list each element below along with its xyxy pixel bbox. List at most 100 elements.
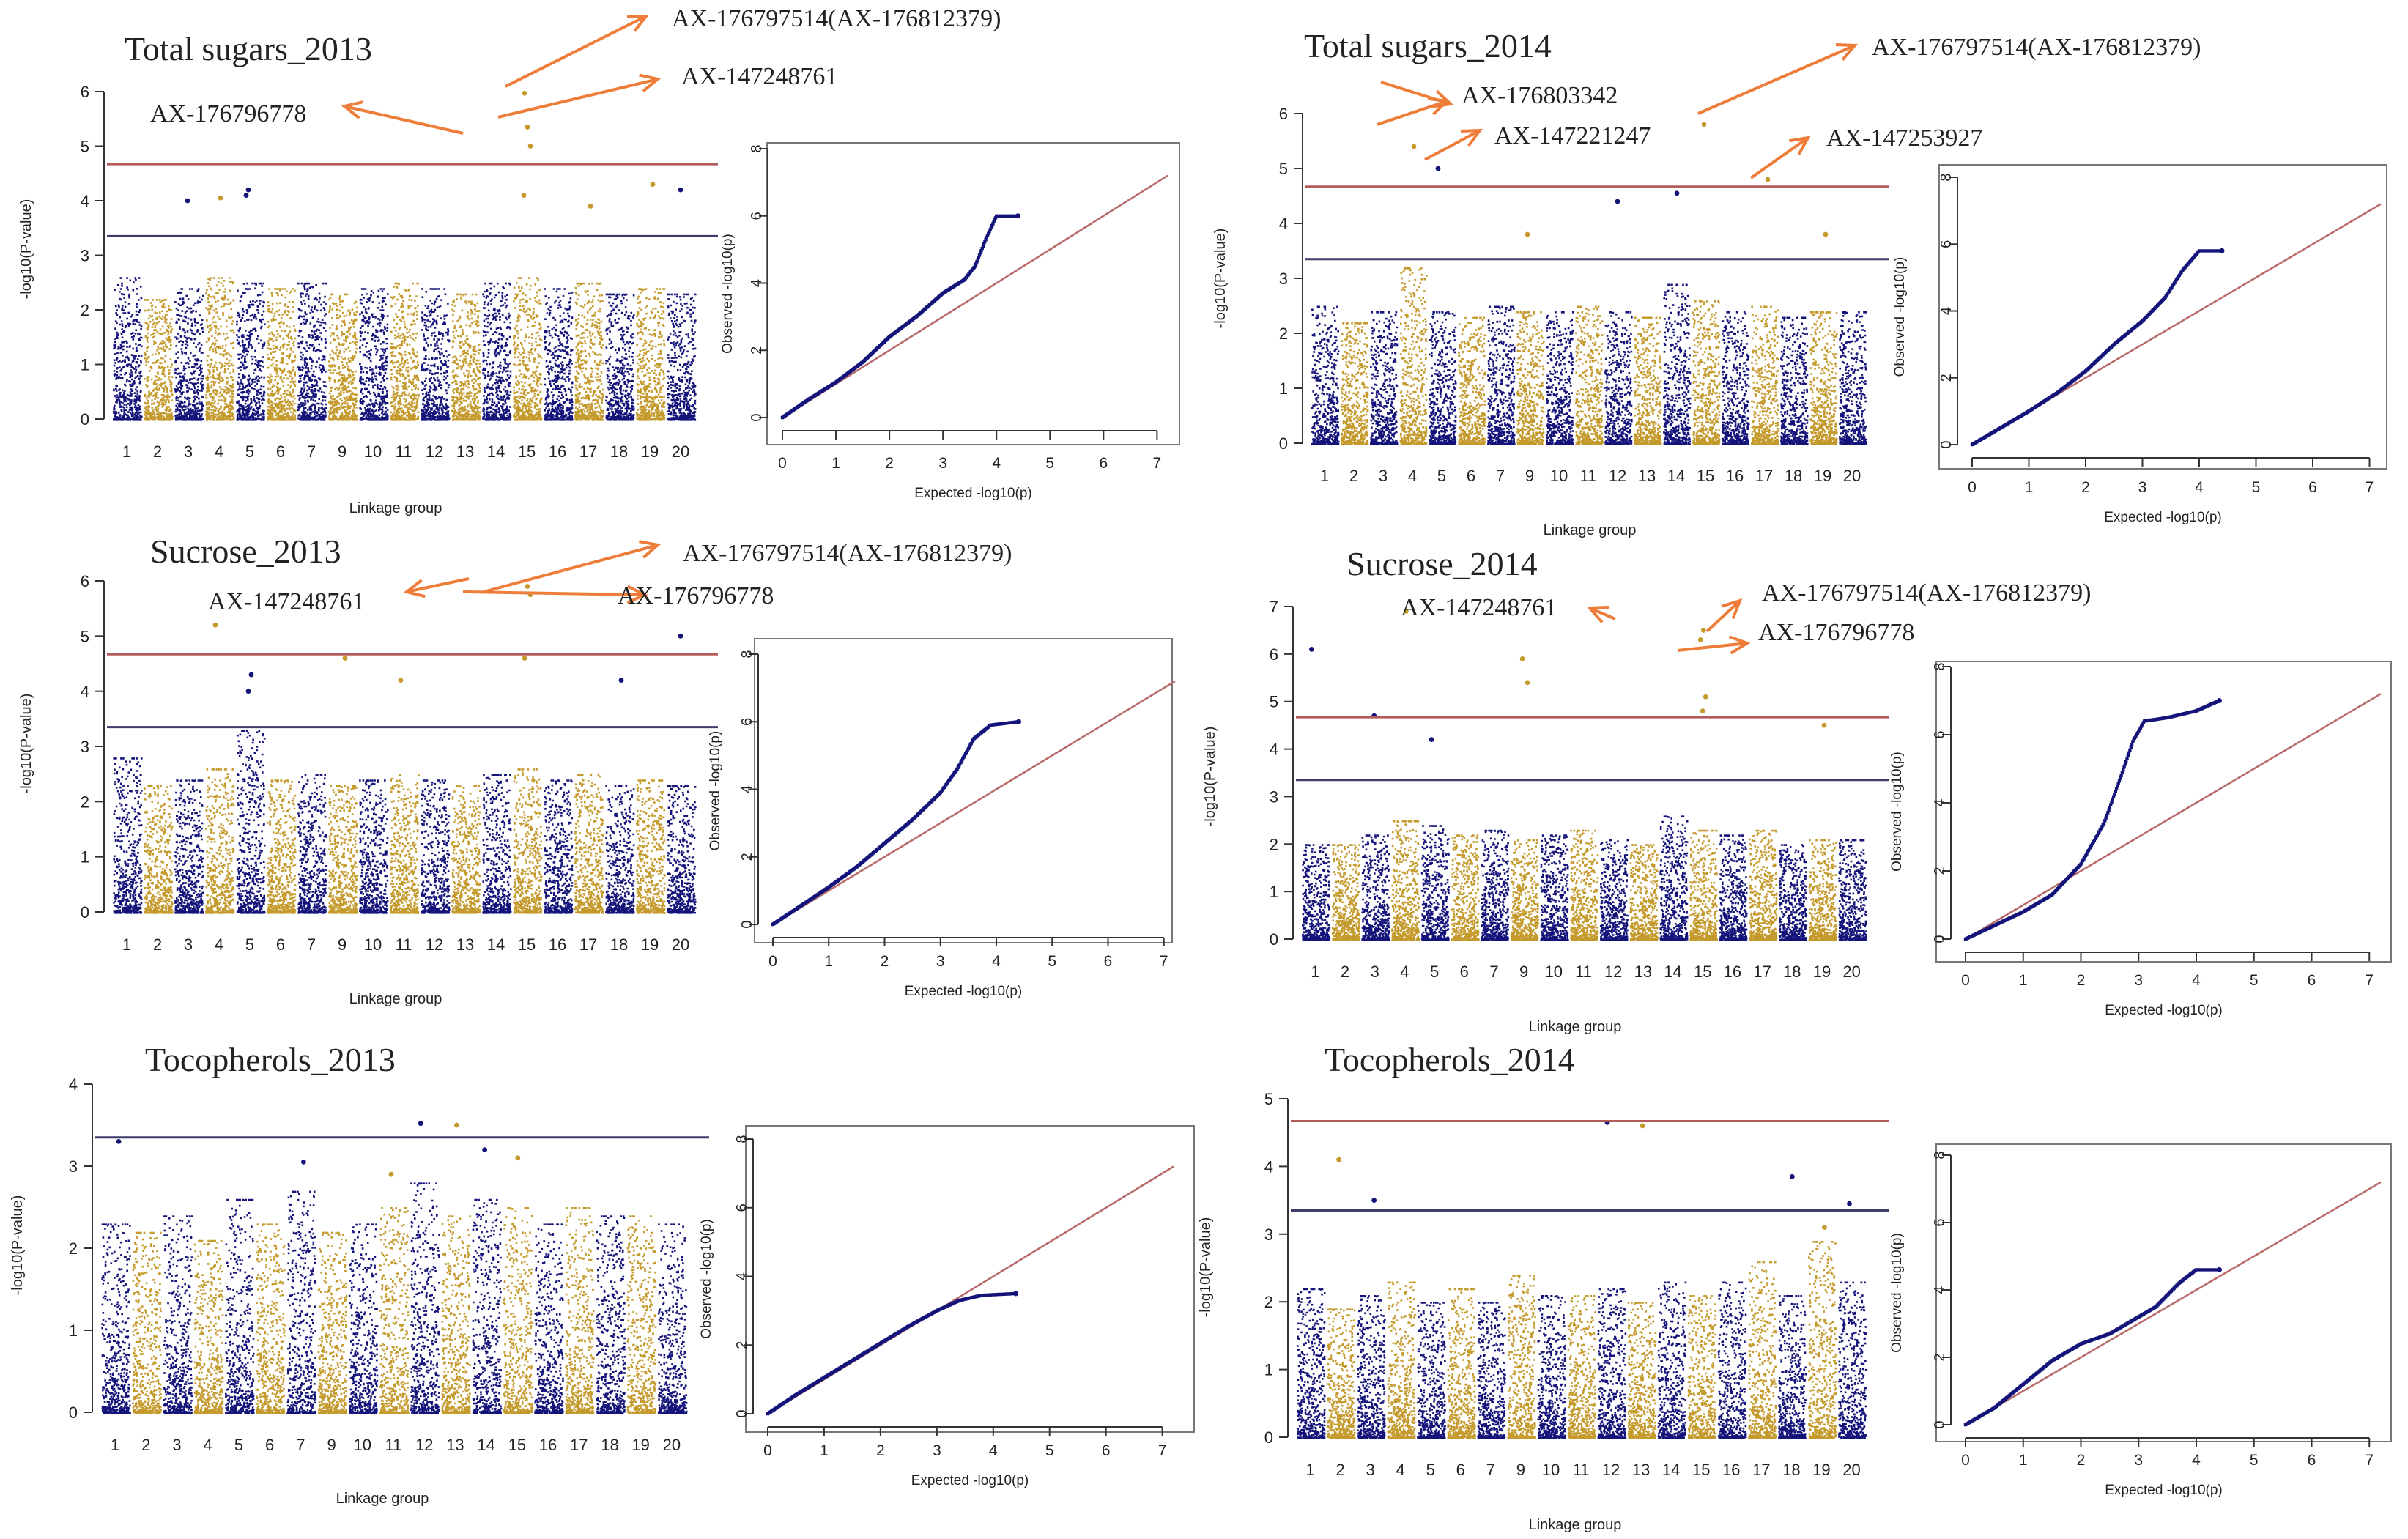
linkage-group-1-points [113,277,143,421]
snp-annotation: AX-147248761 [1401,594,1557,621]
qq-x-tick-label: 4 [992,953,1001,970]
manhattan-plot [84,1083,709,1413]
y-tick-label: 4 [1270,741,1278,759]
x-tick-label: 14 [1664,963,1681,981]
linkage-group-16-points [1717,1281,1747,1439]
linkage-group-1-points [101,1223,131,1414]
significant-snp-point [1847,1201,1852,1206]
qq-plot-frame [745,1125,1195,1433]
linkage-group-6-dots [1451,834,1480,941]
x-tick-label: 4 [215,935,223,954]
y-tick-label: 2 [81,301,89,319]
x-tick-label: 6 [1460,963,1469,981]
linkage-group-2-dots [1341,322,1369,445]
x-tick-label: 16 [1722,1461,1740,1479]
significant-snp-point [522,90,527,96]
linkage-group-12-dots [1599,839,1629,941]
qq-y-tick-label: 6 [739,718,755,726]
annotation-arrow [497,73,662,119]
linkage-group-4-dots [193,1239,224,1414]
x-tick-label: 1 [122,935,131,954]
x-tick-label: 12 [426,442,443,461]
x-tick-label: 2 [1335,1461,1344,1479]
qq-x-tick-label: 1 [820,1442,829,1459]
x-axis-label: Linkage group [349,991,442,1007]
x-tick-label: 6 [276,935,285,954]
significant-snp-point [342,656,348,661]
significant-snp-point [521,193,527,198]
x-tick-label: 16 [1724,963,1741,981]
qq-y-axis-label: Observed -log10(p) [1889,752,1905,872]
significant-snp-point [525,584,530,589]
x-tick-label: 16 [549,442,566,461]
x-tick-label: 15 [518,935,536,954]
linkage-group-15-points [1692,300,1721,445]
qq-expected-line [772,680,1176,926]
snp-annotation: AX-147248761 [208,588,364,615]
linkage-group-17-dots [1748,1261,1777,1439]
x-tick-label: 20 [1842,963,1860,981]
x-tick-label: 7 [307,935,316,954]
qq-x-tick-label: 0 [1961,972,1970,989]
linkage-group-9-dots [1510,839,1539,941]
linkage-group-10-dots [1540,834,1569,941]
x-tick-label: 9 [327,1436,336,1454]
qq-x-tick-label: 5 [1048,953,1056,970]
linkage-group-15-points [513,277,543,421]
linkage-group-3-points [163,1215,193,1414]
linkage-group-4-points [1387,1281,1416,1439]
linkage-group-6-points [1447,1288,1476,1439]
linkage-group-19-dots [1808,839,1837,941]
snp-annotation: AX-176797514(AX-176812379) [1762,579,2092,607]
qq-x-tick-label: 6 [2308,479,2317,496]
linkage-group-19-points [636,779,666,914]
qq-x-tick-label: 3 [938,455,947,472]
linkage-group-2-dots [144,785,174,914]
significant-snp-point [388,1171,394,1177]
y-tick-label: 1 [1279,379,1288,398]
linkage-group-5-dots [224,1198,255,1414]
manhattan-points [101,1121,688,1414]
y-tick-label: 5 [1279,160,1288,178]
x-tick-label: 6 [1456,1461,1465,1479]
x-tick-label: 12 [1602,1461,1620,1479]
x-tick-label: 9 [338,442,347,461]
qq-plot-frame [1938,164,2387,470]
x-tick-label: 11 [1580,467,1597,485]
linkage-group-17-points [574,282,604,421]
y-axis-label: -log10(P-value) [1202,727,1218,827]
snp-annotation: AX-176796778 [618,582,774,609]
linkage-group-14-points [482,282,512,421]
linkage-group-19-points [1807,1241,1837,1439]
qq-x-tick-label: 7 [1160,953,1168,970]
qq-x-axis-label: Expected -log10(p) [2104,510,2222,525]
qq-x-tick-label: 0 [768,953,777,970]
linkage-group-11-dots [390,282,420,421]
x-tick-label: 2 [153,442,162,461]
linkage-group-10-points [359,288,389,421]
linkage-group-12-dots [421,779,451,914]
y-tick-label: 0 [1264,1428,1273,1447]
qq-x-tick-label: 7 [2366,479,2374,496]
qq-point-trail [1963,699,2220,941]
significant-snp-point [1701,122,1707,127]
qq-x-tick-label: 2 [2077,1452,2086,1469]
y-tick-label: 2 [69,1239,78,1258]
linkage-group-15-dots [1689,829,1719,941]
significant-snp-point [245,187,251,193]
significant-snp-point [515,1155,521,1161]
linkage-group-15-points [1687,1295,1717,1439]
linkage-group-10-dots [1537,1295,1567,1439]
y-tick-label: 3 [69,1157,78,1176]
qq-x-tick-label: 7 [2365,972,2374,989]
significant-snp-point [418,1121,423,1127]
significant-snp-point [1308,646,1314,652]
qq-x-tick-label: 4 [992,455,1001,472]
linkage-group-11-points [1570,829,1599,941]
significant-snp-point [1519,656,1525,661]
y-tick-label: 1 [1270,883,1278,901]
qq-point-trail [771,720,1020,927]
x-tick-label: 7 [1486,1461,1495,1479]
x-axis-label: Linkage group [349,500,442,516]
x-tick-label: 18 [1783,963,1801,981]
